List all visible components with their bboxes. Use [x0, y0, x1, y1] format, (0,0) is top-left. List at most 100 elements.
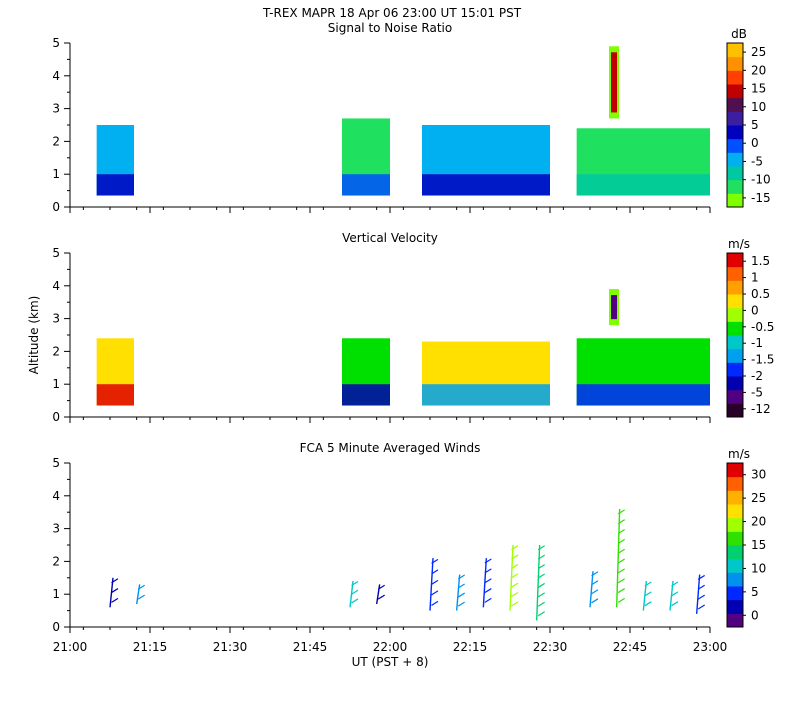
wind-barb-flag [351, 589, 359, 595]
y-tick-label: 4 [52, 489, 60, 503]
data-segment-lower [342, 174, 390, 196]
colorbar-swatch [727, 558, 743, 573]
wind-barb-flag [591, 598, 599, 604]
wind-barb-flag [484, 597, 492, 603]
wind-barb-flag [351, 598, 359, 604]
panel-2: Vertical Velocity 0 1 2 3 4 5 -12 -5 -2 -1.5 -1 -0.5… [52, 231, 774, 424]
colorbar-units: dB [731, 27, 747, 41]
plume-core [611, 52, 617, 113]
wind-barb-flag [111, 578, 119, 584]
wind-barb-flag [537, 582, 545, 588]
wind-barb-flag [111, 597, 119, 603]
panel-title: Vertical Velocity [342, 231, 438, 245]
wind-barb-flag [351, 580, 359, 586]
colorbar-label: 0 [751, 136, 759, 150]
wind-barb [615, 508, 621, 608]
colorbar-swatch [727, 463, 743, 478]
y-tick-label: 3 [52, 312, 60, 326]
colorbar-label: 5 [751, 118, 759, 132]
panel-title: Signal to Noise Ratio [328, 21, 452, 35]
colorbar-label: -10 [751, 173, 771, 187]
wind-barb-flag [617, 529, 625, 535]
x-tick-label: 22:00 [373, 640, 408, 654]
panel-3: FCA 5 Minute Averaged Winds 0 1 2 3 4 5 21:00 21… [52, 441, 766, 654]
wind-barb-flag [511, 545, 519, 551]
colorbar-label: 15 [751, 82, 766, 96]
x-tick-label: 21:15 [133, 640, 168, 654]
data-segment-lower [576, 384, 710, 406]
wind-barb-flag [457, 574, 465, 580]
colorbar-swatch [727, 138, 743, 153]
x-axis-label: UT (PST + 8) [352, 655, 429, 669]
wind-barb-flag [617, 568, 625, 574]
wind-barb-flag [617, 558, 625, 564]
wind-barb-flag [644, 591, 652, 597]
y-tick-label: 0 [52, 620, 60, 634]
data-segment-lower [96, 174, 134, 196]
colorbar-swatch [727, 403, 743, 418]
wind-barb-flag [644, 581, 652, 587]
wind-barb-flag [617, 597, 625, 603]
plume-core [611, 295, 617, 320]
colorbar-label: 20 [751, 515, 766, 529]
y-tick-label: 1 [52, 167, 60, 181]
y-tick-label: 2 [52, 134, 60, 148]
colorbar-swatch [727, 307, 743, 322]
colorbar-label: -5 [751, 154, 763, 168]
data-segment-lower [422, 384, 550, 406]
colorbar-swatch [727, 504, 743, 519]
panels: Signal to Noise Ratio012345-15-10-505101… [52, 21, 774, 654]
wind-barb-flag [591, 589, 599, 595]
wind-barb [589, 571, 594, 608]
x-tick-label: 22:45 [613, 640, 648, 654]
x-tick-label: 21:30 [213, 640, 248, 654]
colorbar-swatch [727, 253, 743, 268]
wind-barb-flag [431, 600, 439, 606]
y-tick-label: 5 [52, 456, 60, 470]
y-tick-label: 3 [52, 102, 60, 116]
colorbar-swatch [727, 613, 743, 628]
data-segment-lower [96, 384, 134, 406]
wind-barb-flag [617, 538, 625, 544]
wind-barb [375, 584, 381, 605]
colorbar-swatch [727, 43, 743, 58]
colorbar-label: 15 [751, 538, 766, 552]
wind-barb-flag [617, 588, 625, 594]
y-tick-label: 1 [52, 587, 60, 601]
colorbar-label: 10 [751, 100, 766, 114]
colorbar-swatch [727, 517, 743, 532]
wind-barb-flag [591, 580, 599, 586]
wind-barb-flag [457, 601, 465, 607]
colorbar-label: 25 [751, 45, 766, 59]
wind-barb-flag [431, 590, 439, 596]
x-tick-label: 21:45 [293, 640, 328, 654]
x-tick-label: 22:15 [453, 640, 488, 654]
colorbar-swatch [727, 152, 743, 167]
y-tick-label: 1 [52, 377, 60, 391]
colorbar-label: 10 [751, 561, 766, 575]
colorbar-label: 20 [751, 63, 766, 77]
colorbar-swatch [727, 490, 743, 505]
wind-barb-flag [537, 601, 545, 607]
wind-barb-flag [431, 569, 439, 575]
x-tick-label: 22:30 [533, 640, 568, 654]
y-tick-label: 0 [52, 200, 60, 214]
wind-barb-flag [457, 592, 465, 598]
wind-barb-flag [457, 583, 465, 589]
colorbar-swatch [727, 193, 743, 208]
x-tick-label: 21:00 [53, 640, 88, 654]
wind-barb-flag [617, 519, 625, 525]
wind-barb-flag [537, 545, 545, 551]
wind-barb-flag [137, 594, 145, 600]
wind-barb-flag [697, 574, 705, 580]
colorbar-label: 0 [751, 608, 759, 622]
colorbar-swatch [727, 599, 743, 614]
colorbar-label: 5 [751, 585, 759, 599]
colorbar-swatch [727, 335, 743, 350]
y-tick-label: 5 [52, 246, 60, 260]
colorbar-swatch [727, 321, 743, 336]
wind-barb-flag [537, 564, 545, 570]
wind-barb-flag [617, 548, 625, 554]
